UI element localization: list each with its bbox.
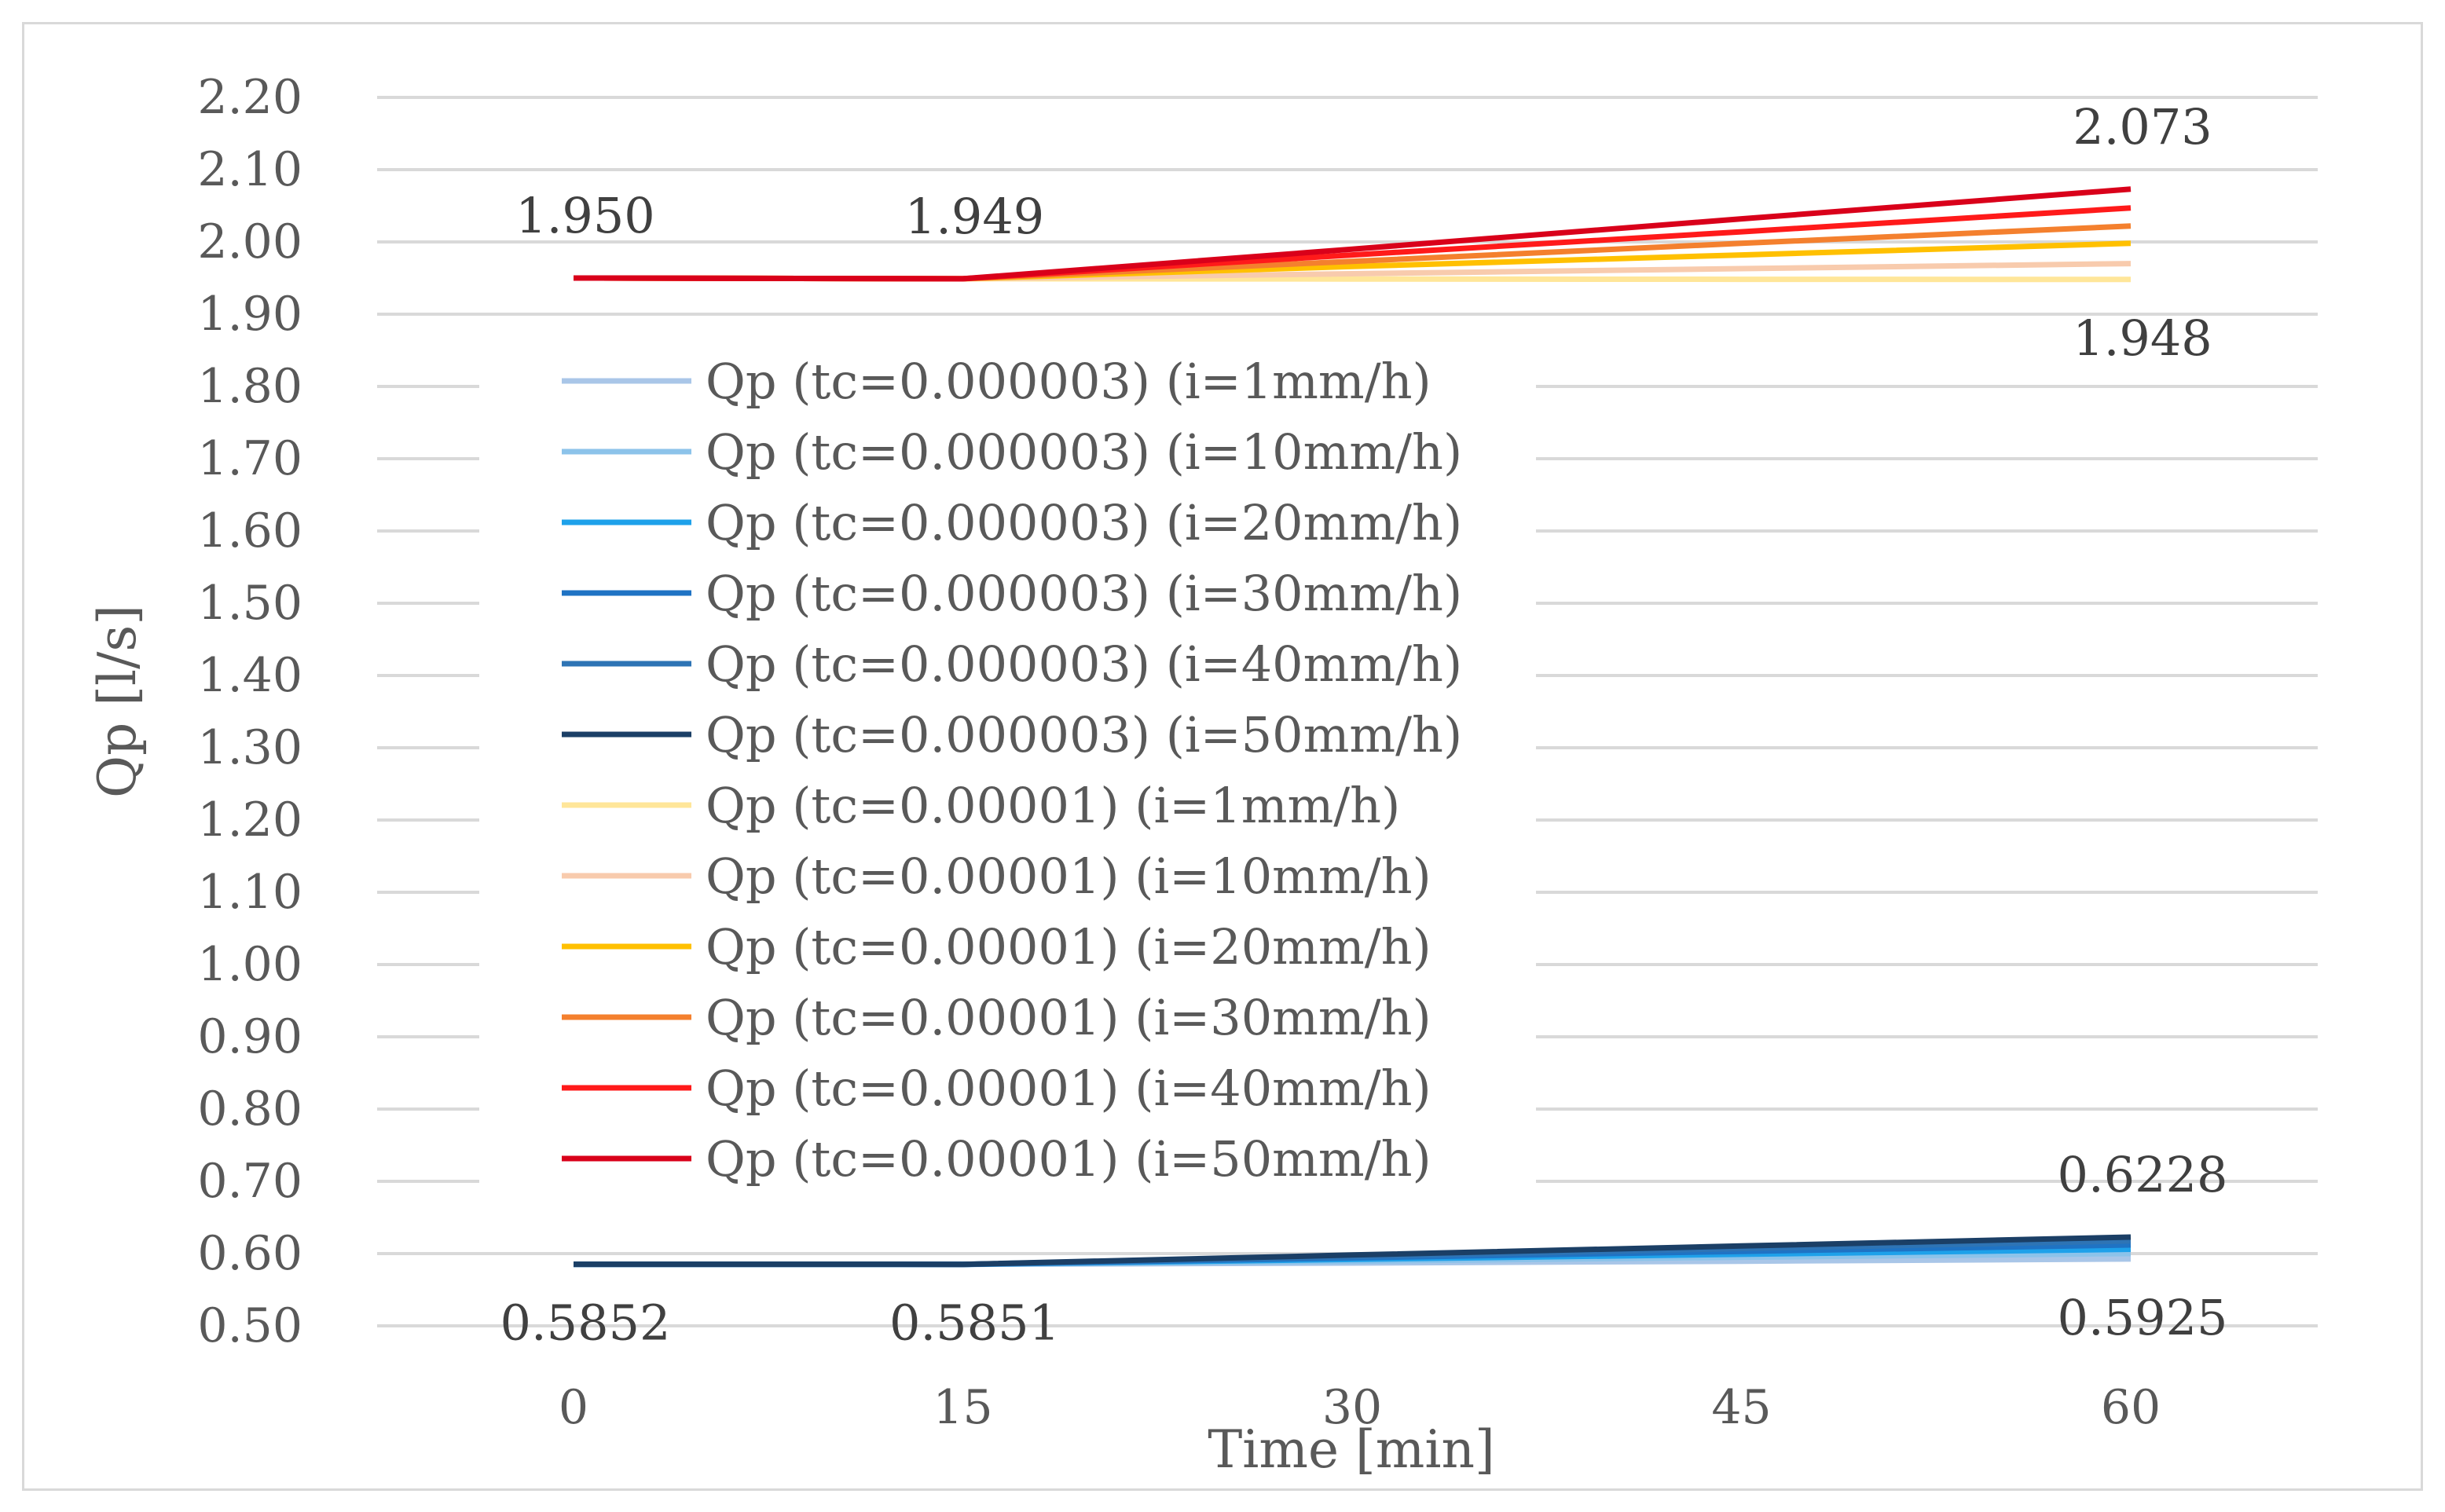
- series-lines: [573, 186, 2132, 1268]
- y-tick-label: 0.70: [197, 1154, 302, 1209]
- y-tick-label: 1.80: [197, 359, 302, 414]
- y-tick-label: 1.50: [197, 576, 302, 631]
- data-label: 0.6228: [2058, 1146, 2228, 1203]
- x-tick-label: 45: [1711, 1380, 1771, 1435]
- y-tick-label: 1.70: [197, 431, 302, 486]
- y-tick-label: 1.20: [197, 793, 302, 848]
- y-axis-tick-labels: 0.50 0.60 0.70 0.80 0.90 1.00 1.10 1.20 1.30 1.40…: [197, 70, 302, 1353]
- y-tick-label: 2.10: [197, 142, 302, 197]
- x-tick-label: 15: [933, 1380, 992, 1435]
- legend-label: Qp (tc=0.000003) (i=50mm/h): [706, 706, 1462, 763]
- x-tick-label: 60: [2101, 1380, 2161, 1435]
- legend-label: Qp (tc=0.00001) (i=30mm/h): [706, 989, 1431, 1046]
- legend: Qp (tc=0.000003) (i=1mm/h) Qp (tc=0.00000…: [562, 353, 1462, 1188]
- legend-label: Qp (tc=0.000003) (i=30mm/h): [706, 565, 1462, 622]
- y-tick-label: 0.50: [197, 1298, 302, 1353]
- data-label: 1.949: [905, 188, 1045, 245]
- y-axis-title: Qp [l/s]: [87, 605, 148, 798]
- y-tick-label: 0.90: [197, 1009, 302, 1064]
- legend-label: Qp (tc=0.000003) (i=40mm/h): [706, 635, 1462, 693]
- legend-label: Qp (tc=0.000003) (i=20mm/h): [706, 494, 1462, 551]
- y-tick-label: 0.80: [197, 1082, 302, 1137]
- legend-box: [479, 346, 1536, 1217]
- legend-label: Qp (tc=0.00001) (i=20mm/h): [706, 918, 1431, 976]
- data-labels: 1.950 1.949 2.073 1.948 0.6228 0.5852 0.5851 0.…: [500, 98, 2228, 1352]
- series-line: [573, 1234, 2132, 1268]
- y-tick-label: 2.00: [197, 214, 302, 269]
- data-label: 2.073: [2073, 98, 2212, 156]
- legend-label: Qp (tc=0.00001) (i=40mm/h): [706, 1060, 1431, 1117]
- data-label: 1.950: [515, 187, 655, 244]
- x-tick-label: 0: [559, 1380, 588, 1435]
- x-axis-tick-labels: 0 15 30 45 60: [559, 1380, 2161, 1435]
- data-label: 0.5925: [2058, 1289, 2228, 1346]
- y-tick-label: 1.00: [197, 937, 302, 992]
- legend-label: Qp (tc=0.00001) (i=1mm/h): [706, 777, 1400, 834]
- y-tick-label: 2.20: [197, 70, 302, 125]
- legend-label: Qp (tc=0.000003) (i=10mm/h): [706, 423, 1462, 481]
- y-tick-label: 1.40: [197, 648, 302, 703]
- data-label: 0.5852: [500, 1294, 671, 1352]
- legend-label: Qp (tc=0.00001) (i=50mm/h): [706, 1130, 1431, 1188]
- data-label: 0.5851: [889, 1294, 1060, 1352]
- x-tick-label: 30: [1322, 1380, 1382, 1435]
- x-axis-title: Time [min]: [1208, 1419, 1494, 1480]
- legend-label: Qp (tc=0.000003) (i=1mm/h): [706, 353, 1431, 410]
- data-label: 1.948: [2073, 309, 2212, 367]
- y-tick-label: 1.90: [197, 287, 302, 342]
- y-tick-label: 1.10: [197, 865, 302, 920]
- y-tick-label: 1.60: [197, 503, 302, 558]
- y-tick-label: 1.30: [197, 720, 302, 775]
- series-line: [573, 186, 2132, 282]
- y-tick-label: 0.60: [197, 1226, 302, 1281]
- legend-label: Qp (tc=0.00001) (i=10mm/h): [706, 848, 1431, 905]
- legend-background: [479, 346, 1536, 1217]
